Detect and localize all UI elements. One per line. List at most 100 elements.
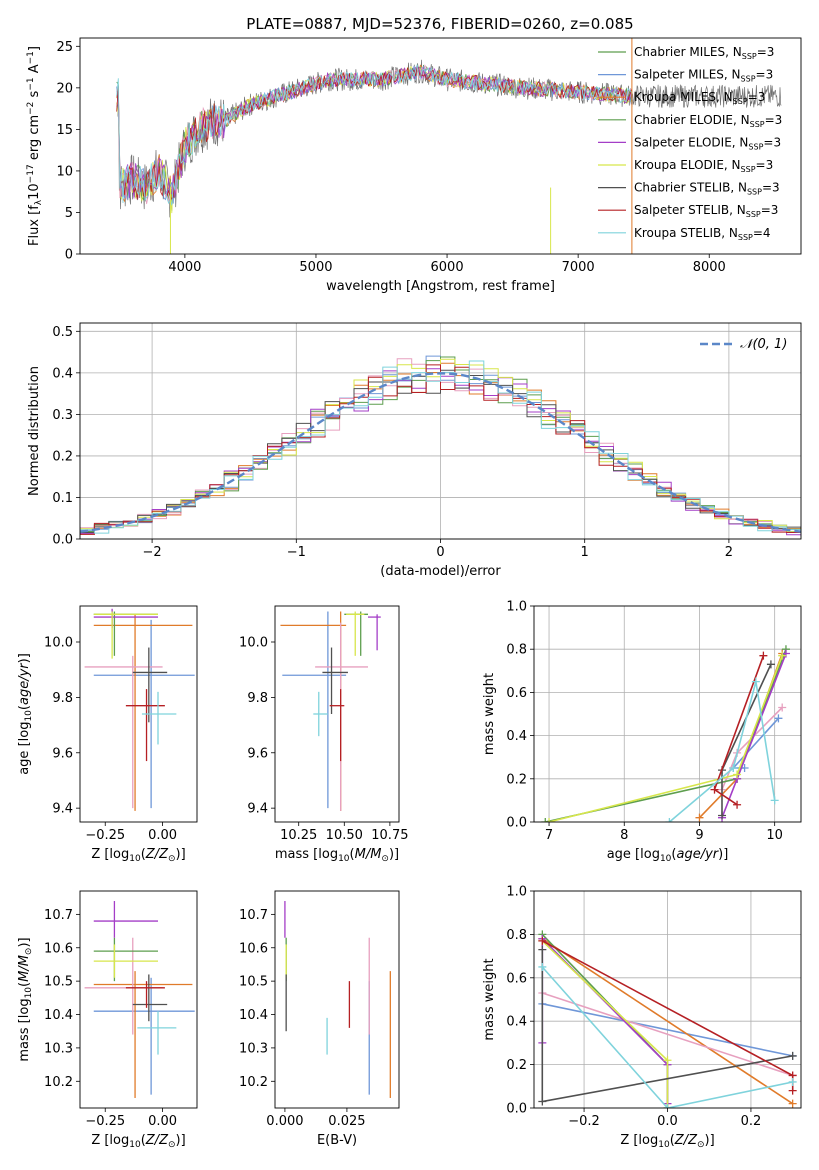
x-tick-label: −0.25 — [85, 828, 125, 843]
mass-weight-marker — [545, 818, 554, 822]
label-part: −1 — [26, 51, 36, 64]
y-tick-label: 10.3 — [239, 1041, 268, 1056]
y-tick-label: 0.2 — [506, 1058, 527, 1073]
label-part: ( — [17, 982, 32, 987]
label-part: 10 — [660, 854, 672, 864]
label-part: erg cm — [27, 115, 42, 164]
x-axis-label: Z [log10(Z/Z⊙)] — [91, 847, 185, 864]
x-tick-label: 0.025 — [328, 1114, 365, 1129]
label-part: Salpeter MILES, N — [634, 68, 741, 82]
label-part: age [log — [17, 722, 32, 775]
y-tick-label: 0.3 — [52, 408, 73, 423]
massweight_vs_Z-lines — [538, 930, 797, 1108]
x-tick-label: −0.25 — [85, 1114, 125, 1129]
x-tick-label: 0.00 — [148, 828, 177, 843]
y-tick-label: 0.6 — [506, 971, 527, 986]
histogram-steps — [80, 355, 801, 537]
label-part: ( — [17, 705, 32, 710]
normal-distribution-curve — [80, 372, 801, 533]
label-part: 10 — [24, 710, 34, 722]
mass-weight-marker — [663, 1056, 672, 1065]
label-part: Salpeter STELIB, N — [634, 203, 746, 217]
legend-label: Salpeter STELIB, NSSP=3 — [634, 203, 778, 219]
label-part: =3 — [763, 135, 781, 149]
mass-weight-line — [668, 681, 776, 822]
label-part: Chabrier MILES, N — [634, 45, 742, 59]
y-tick-label: 9.6 — [52, 746, 73, 761]
massweight_vs_age-lines — [541, 645, 790, 822]
x-axis-label: age [log10(age/yr)] — [607, 847, 729, 864]
y-tick-label: 10.0 — [239, 636, 268, 651]
y-tick-label: 10.3 — [44, 1041, 73, 1056]
y-tick-label: 10.2 — [44, 1075, 73, 1090]
label-part: λ — [34, 199, 44, 205]
figure-title: PLATE=0887, MJD=52376, FIBERID=0260, z=0… — [246, 15, 633, 33]
mass_vs_Z-errorbars — [84, 901, 195, 1098]
x-tick-label: 7 — [545, 828, 553, 843]
x-tick-label: 0.000 — [266, 1114, 303, 1129]
label-part: Flux [f — [27, 205, 42, 246]
mass-weight-marker — [774, 714, 783, 723]
y-tick-label: 9.4 — [52, 802, 73, 817]
label-part: 10 — [27, 183, 42, 200]
y-axis-label: mass weight — [482, 673, 497, 755]
x-tick-label: 7000 — [562, 260, 595, 275]
label-part: ( — [671, 847, 676, 862]
label-part: ⊙ — [168, 854, 176, 864]
x-tick-label: 0.00 — [148, 1114, 177, 1129]
legend-label: Kroupa ELODIE, NSSP=3 — [634, 158, 773, 174]
label-part: )] — [389, 847, 399, 862]
label-part: SSP — [742, 52, 757, 61]
x-axis-label: (data-model)/error — [380, 564, 501, 579]
label-part: Z/Z — [145, 847, 169, 862]
label-part: =3 — [761, 203, 779, 217]
x-tick-label: 10.50 — [326, 828, 363, 843]
mass-weight-line — [541, 938, 794, 1105]
label-part: age/yr — [17, 662, 32, 705]
y-tick-label: 10.6 — [239, 941, 268, 956]
mass_vs_Z-axes: −0.25 0.00 10.2 10.3 10.4 10.5 10.6 10.7 — [44, 890, 198, 1129]
mass-weight-marker — [729, 764, 738, 772]
label-part: SSP — [738, 233, 753, 242]
y-tick-label: 9.4 — [247, 802, 268, 817]
y-tick-label: 15 — [56, 123, 73, 138]
label-part: =3 — [756, 68, 774, 82]
y-tick-label: 10.2 — [239, 1075, 268, 1090]
mass-weight-marker — [665, 818, 674, 822]
label-part: −1 — [26, 77, 36, 90]
label-part: SSP — [741, 165, 756, 174]
y-tick-label: 10 — [56, 164, 73, 179]
label-part: 10 — [129, 854, 141, 864]
legend-label: Salpeter ELODIE, NSSP=3 — [634, 135, 781, 151]
label-part: M/M — [355, 847, 382, 862]
x-axis-label: Z [log10(Z/Z⊙)] — [620, 1133, 714, 1150]
label-part: Z [log — [620, 1133, 658, 1148]
x-tick-label: 10 — [766, 828, 783, 843]
label-part: ( — [350, 847, 355, 862]
y-tick-label: 10.0 — [44, 636, 73, 651]
label-part: )] — [718, 847, 728, 862]
label-part: ⊙ — [697, 1140, 705, 1150]
mass-weight-marker — [538, 962, 547, 971]
age_vs_mass-errorbars — [280, 611, 381, 811]
label-part: A — [27, 64, 42, 77]
label-part: Z/Z — [674, 1133, 698, 1148]
mass-weight-line — [542, 1003, 793, 1057]
label-part: −17 — [26, 164, 36, 183]
y-axis-label: mass [log10(M/M⊙)] — [17, 937, 34, 1061]
label-part: SSP — [746, 210, 761, 219]
mass-weight-marker — [759, 651, 768, 660]
mass-weight-marker — [733, 800, 742, 809]
mass-weight-marker — [770, 796, 779, 805]
residual_hist-axes: −2 −1 0 1 2 0.0 0.1 0.2 0.3 0.4 0.5 — [52, 322, 802, 560]
label-part: Kroupa STELIB, N — [634, 226, 738, 240]
legend-label: Chabrier STELIB, NSSP=3 — [634, 181, 780, 197]
y-tick-label: 10.7 — [44, 908, 73, 923]
plot-frame — [79, 605, 198, 823]
label-part: s — [27, 90, 42, 101]
x-axis-label: wavelength [Angstrom, rest frame] — [326, 279, 555, 294]
label-part: 10 — [129, 1140, 141, 1150]
mass-weight-line — [541, 966, 793, 1108]
mass_vs_EBV-axes: 0.000 0.025 10.2 10.3 10.4 10.5 10.6 10.7 — [239, 890, 400, 1129]
